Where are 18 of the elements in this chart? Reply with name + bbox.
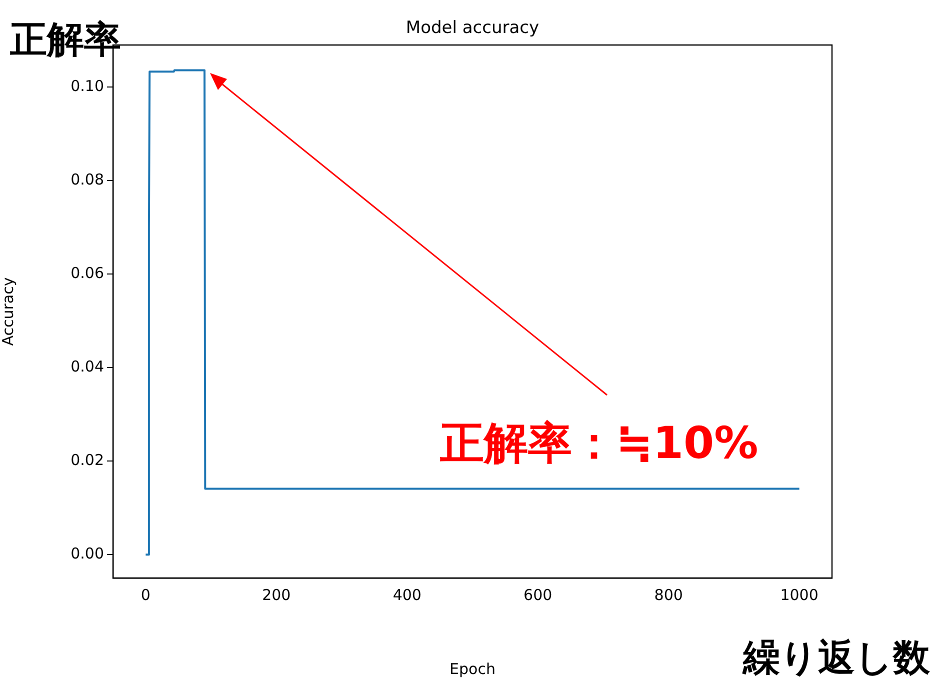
x-axis-title: Epoch — [450, 660, 496, 678]
x-tick-label: 0 — [140, 586, 150, 604]
x-tick-label: 1000 — [780, 586, 818, 604]
y-axis-title: Accuracy — [0, 277, 17, 346]
annotation: 正解率：≒10% — [440, 418, 758, 469]
chart-title: Model accuracy — [406, 18, 540, 38]
x-tick-label: 400 — [392, 586, 422, 604]
x-tick-label: 800 — [654, 586, 683, 604]
y-tick-label: 0.04 — [70, 357, 104, 376]
annotation: 正解率 — [10, 18, 121, 61]
y-tick-label: 0.10 — [70, 76, 104, 95]
x-tick-label: 200 — [262, 586, 291, 604]
text: 繰り返し数 — [742, 636, 931, 679]
y-tick-label: 0.08 — [70, 170, 104, 188]
y-tick-label: 0.06 — [70, 264, 104, 282]
x-tick-label: 600 — [524, 586, 552, 604]
y-tick-label: 0.00 — [70, 544, 104, 563]
y-tick-label: 0.02 — [70, 451, 104, 470]
